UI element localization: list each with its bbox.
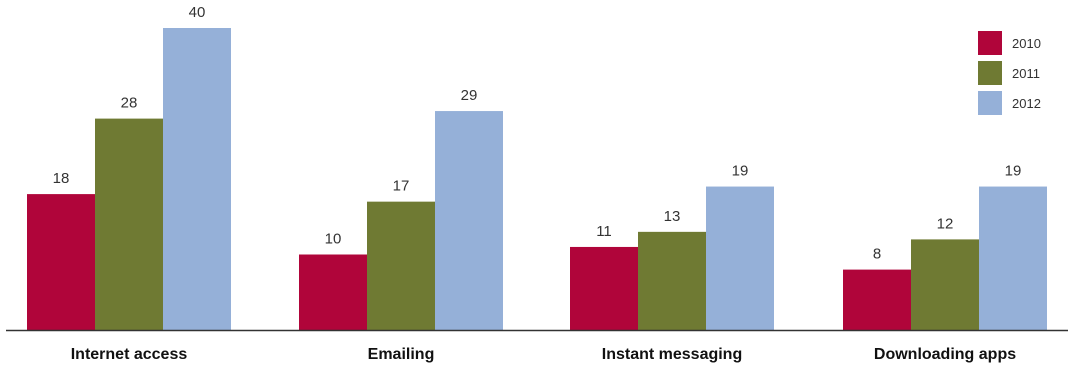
- bar-2010-downloading-apps: [843, 269, 911, 330]
- category-label: Internet access: [71, 346, 188, 363]
- legend-swatch-2012: [978, 91, 1002, 115]
- legend-label-2011: 2011: [1012, 66, 1040, 81]
- bar-2010-emailing: [299, 254, 367, 330]
- bar-2010-instant-messaging: [570, 246, 638, 330]
- legend-swatch-2010: [978, 31, 1002, 55]
- data-label: 13: [664, 208, 681, 225]
- legend-label-2010: 2010: [1012, 36, 1041, 51]
- data-label: 11: [596, 223, 612, 240]
- legend: 2010 2011 2012: [978, 31, 1041, 115]
- bar-2012-instant-messaging: [706, 186, 774, 330]
- bar-2012-emailing: [435, 111, 503, 330]
- data-label: 8: [873, 246, 881, 263]
- data-label: 28: [121, 95, 138, 112]
- data-label: 40: [189, 4, 206, 21]
- bar-2011-emailing: [367, 201, 435, 330]
- data-label: 12: [937, 215, 954, 232]
- data-label: 29: [461, 87, 478, 104]
- category-label: Emailing: [368, 346, 435, 363]
- value-labels-group: 18 28 40 10 17 29 11 13 19 8 12 19: [53, 4, 1022, 263]
- legend-swatch-2011: [978, 61, 1002, 85]
- category-label: Downloading apps: [874, 346, 1016, 363]
- bar-2012-downloading-apps: [979, 186, 1047, 330]
- data-label: 17: [393, 178, 410, 195]
- bar-2012-internet-access: [163, 28, 231, 330]
- data-label: 10: [325, 231, 342, 248]
- bar-2010-internet-access: [27, 194, 95, 330]
- bar-2011-downloading-apps: [911, 239, 979, 330]
- data-label: 19: [1005, 163, 1022, 180]
- data-label: 18: [53, 170, 70, 187]
- category-label: Instant messaging: [602, 346, 742, 363]
- bar-2011-internet-access: [95, 118, 163, 330]
- legend-label-2012: 2012: [1012, 96, 1041, 111]
- data-label: 19: [732, 163, 749, 180]
- category-labels-group: Internet access Emailing Instant messaging…: [71, 346, 1016, 363]
- bars-group: [27, 28, 1047, 330]
- bar-2011-instant-messaging: [638, 231, 706, 330]
